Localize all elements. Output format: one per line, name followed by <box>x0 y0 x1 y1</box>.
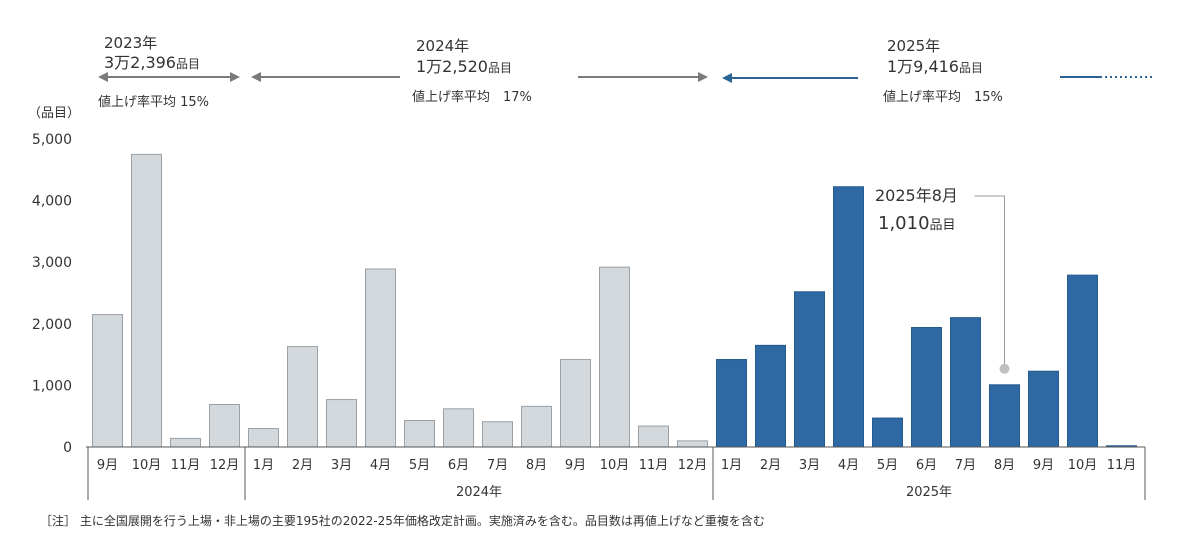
callout-aug-2025: 2025年8月 1,010品目 <box>875 186 1010 374</box>
x-tick-label: 4月 <box>370 458 391 473</box>
x-tick-label: 3月 <box>331 458 352 473</box>
bar-2023-2 <box>131 153 162 448</box>
y-tick-label: 5,000 <box>32 132 72 148</box>
x-tick-label: 1月 <box>721 458 742 473</box>
x-tick-label: 5月 <box>409 458 430 473</box>
x-tick-label: 6月 <box>916 458 937 473</box>
x-tick-label: 10月 <box>600 458 630 473</box>
bar-2025-19 <box>794 291 825 448</box>
x-tick-label: 9月 <box>565 458 586 473</box>
period-2024: 2024年 1万2,520品目 値上げ率平均 17% <box>412 37 532 105</box>
bar-2025-22 <box>911 326 942 448</box>
period-2025-count: 1万9,416品目 <box>887 57 983 76</box>
y-tick-label: 3,000 <box>32 255 72 271</box>
bar-2023-1 <box>92 314 123 448</box>
period-2025-year: 2025年 <box>887 37 940 55</box>
bar-2025-26 <box>1067 274 1098 448</box>
bar-2025-24 <box>989 384 1020 448</box>
callout-leader-line <box>974 195 1005 364</box>
x-tick-label: 11月 <box>1107 458 1137 473</box>
bar-2025-17 <box>716 359 747 448</box>
x-tick-label: 2月 <box>292 458 313 473</box>
x-tick-label: 12月 <box>210 458 240 473</box>
period-2023-rate: 値上げ率平均 15% <box>98 94 209 110</box>
bar-2024-14 <box>599 266 630 448</box>
x-tick-label: 3月 <box>799 458 820 473</box>
bar-2023-4 <box>209 403 240 448</box>
bar-2024-9 <box>404 420 435 448</box>
bar-2025-25 <box>1028 370 1059 448</box>
period-2023-year: 2023年 <box>104 34 157 52</box>
period-2024-year: 2024年 <box>416 37 469 55</box>
period-2023: 2023年 3万2,396品目 値上げ率平均 15% <box>98 34 209 110</box>
bar-2024-12 <box>521 405 552 448</box>
x-tick-label: 9月 <box>97 458 118 473</box>
x-tick-label: 9月 <box>1033 458 1054 473</box>
x-tick-label: 8月 <box>526 458 547 473</box>
bar-2024-16 <box>677 440 708 448</box>
x-tick-label: 2月 <box>760 458 781 473</box>
x-tick-label: 4月 <box>838 458 859 473</box>
x-tick-label: 12月 <box>678 458 708 473</box>
callout-value: 1,010品目 <box>878 213 956 234</box>
year-label-2024: 2024年 <box>456 485 502 500</box>
bar-2025-18 <box>755 344 786 448</box>
x-tick-label: 7月 <box>955 458 976 473</box>
bar-2024-15 <box>638 425 669 448</box>
bar-2024-6 <box>287 346 318 448</box>
period-2024-rate: 値上げ率平均 17% <box>412 89 532 105</box>
bar-2025-20 <box>833 186 864 448</box>
x-tick-label: 7月 <box>487 458 508 473</box>
period-2024-count: 1万2,520品目 <box>416 57 512 76</box>
y-tick-label: 1,000 <box>32 378 72 394</box>
x-tick-label: 1月 <box>253 458 274 473</box>
period-2023-count: 3万2,396品目 <box>104 53 200 72</box>
x-tick-label: 11月 <box>171 458 201 473</box>
bar-2025-23 <box>950 317 981 448</box>
bars <box>92 153 1137 448</box>
y-tick-label: 2,000 <box>32 317 72 333</box>
x-tick-label: 5月 <box>877 458 898 473</box>
callout-title: 2025年8月 <box>875 186 958 205</box>
period-2025: 2025年 1万9,416品目 値上げ率平均 15% <box>883 37 1003 105</box>
bar-2024-7 <box>326 399 357 448</box>
callout-dot <box>999 363 1010 374</box>
year-label-2025: 2025年 <box>906 485 952 500</box>
y-axis-label: （品目） <box>28 106 80 121</box>
y-axis-ticks: 0 1,000 2,000 3,000 4,000 5,000 <box>32 132 72 456</box>
x-tick-label: 10月 <box>132 458 162 473</box>
x-tick-label: 6月 <box>448 458 469 473</box>
x-tick-label: 11月 <box>639 458 669 473</box>
y-tick-label: 4,000 <box>32 194 72 210</box>
bar-2024-8 <box>365 268 396 448</box>
y-tick-label: 0 <box>63 440 72 456</box>
bar-2023-3 <box>170 437 201 448</box>
footnote: ［注］ 主に全国展開を行う上場・非上場の主要195社の2022-25年価格改定計… <box>40 514 765 528</box>
bar-2024-11 <box>482 421 513 448</box>
bar-2024-13 <box>560 359 591 448</box>
period-2025-rate: 値上げ率平均 15% <box>883 89 1003 105</box>
bar-2024-10 <box>443 408 474 448</box>
bar-2024-5 <box>248 428 279 448</box>
bar-2025-21 <box>872 417 903 448</box>
x-tick-label: 8月 <box>994 458 1015 473</box>
x-axis-labels: 9月 10月 11月 12月 1月 2月 3月 4月 5月 6月 7月 8月 9月 10月 11月 12月 1月… <box>97 458 1136 473</box>
x-tick-label: 10月 <box>1068 458 1098 473</box>
